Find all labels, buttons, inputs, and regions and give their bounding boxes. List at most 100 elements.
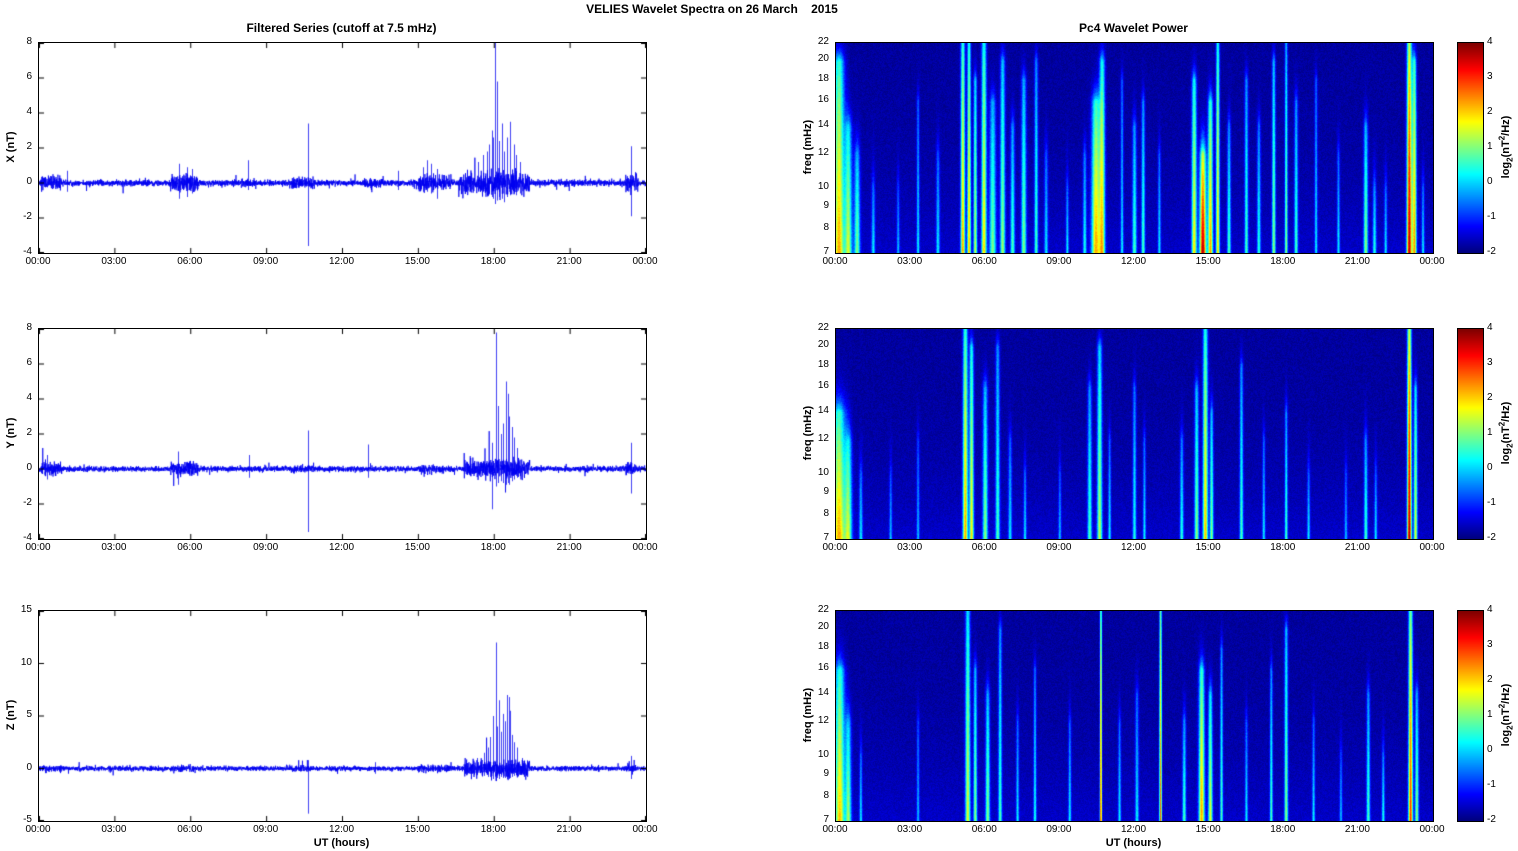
y-tick-label: 8 — [26, 36, 32, 47]
x-tick-label: 03:00 — [101, 256, 127, 267]
freq-tick-label: 9 — [823, 199, 829, 211]
colorbar-label-sup: 2 — [1497, 703, 1507, 709]
colorbar-tick-label: -2 — [1487, 814, 1496, 825]
x-tick-label: 00:00 — [1419, 824, 1445, 835]
colorbar-label-sub: 2 — [1505, 443, 1515, 448]
x-tick-label: 12:00 — [1120, 256, 1147, 267]
y-axis-label-y: Y (nT) — [5, 417, 17, 449]
freq-tick-label: 20 — [817, 621, 829, 633]
colorbar-tick-label: 0 — [1487, 176, 1493, 187]
freq-tick-label: 14 — [817, 686, 829, 698]
colorbar-tick-label: -2 — [1487, 532, 1496, 543]
colorbar-label-text: /Hz) — [1500, 401, 1513, 422]
wavelet-y-spectrogram — [835, 328, 1434, 540]
freq-tick-label: 12 — [817, 433, 829, 445]
x-tick-label: 12:00 — [1120, 824, 1147, 835]
colorbar-tick-label: -1 — [1487, 211, 1496, 222]
x-tick-label: 00:00 — [632, 824, 658, 835]
colorbar-label-text: log — [1500, 729, 1513, 747]
colorbar-tick-label: 2 — [1487, 106, 1493, 117]
colorbar-label-sub: 2 — [1505, 157, 1515, 162]
x-tick-label: 18:00 — [480, 256, 506, 267]
x-tick-label: 03:00 — [897, 542, 923, 553]
colorbar-label-text: (nT — [1500, 426, 1513, 444]
x-tick-label: 09:00 — [1046, 256, 1072, 267]
freq-tick-label: 16 — [817, 662, 829, 674]
x-tick-label: 00:00 — [25, 542, 51, 553]
colorbar-tick-label: 1 — [1487, 427, 1493, 438]
colorbar-tick-label: 4 — [1487, 604, 1493, 615]
x-tick-label: 21:00 — [1344, 542, 1370, 553]
panel-wavelet-z: freq (mHz) log2(nT2/Hz) UT (hours) 00:00… — [802, 605, 1514, 850]
x-tick-label: 06:00 — [971, 542, 997, 553]
colorbar-label-text: /Hz) — [1500, 115, 1513, 136]
colorbar-label-sub: 2 — [1505, 725, 1515, 730]
colorbar-tick-label: 3 — [1487, 639, 1493, 650]
x-tick-label: 00:00 — [1419, 256, 1445, 267]
x-tick-label: 12:00 — [328, 824, 355, 835]
y-tick-label: -4 — [23, 532, 32, 543]
freq-tick-label: 22 — [817, 322, 829, 333]
x-tick-label: 00:00 — [822, 256, 848, 267]
x-tick-label: 00:00 — [822, 824, 848, 835]
colorbar-label-y: log2(nT2/Hz) — [1498, 402, 1515, 465]
colorbar-tick-label: 3 — [1487, 357, 1493, 368]
colorbar-z — [1457, 610, 1484, 822]
freq-tick-label: 7 — [823, 246, 829, 257]
colorbar-tick-label: -1 — [1487, 497, 1496, 508]
colorbar-label-z: log2(nT2/Hz) — [1498, 684, 1515, 747]
colorbar-label-sup: 2 — [1497, 135, 1507, 141]
colorbar-label-text: log — [1500, 447, 1513, 465]
x-tick-label: 00:00 — [632, 542, 658, 553]
colorbar-y — [1457, 328, 1484, 540]
freq-tick-label: 16 — [817, 94, 829, 106]
y-tick-label: 4 — [26, 106, 32, 117]
x-tick-label: 00:00 — [632, 256, 658, 267]
x-axis-label-right: UT (hours) — [1105, 837, 1162, 849]
colorbar-tick-label: 2 — [1487, 674, 1493, 685]
freq-tick-label: 18 — [817, 358, 829, 370]
x-tick-label: 12:00 — [328, 542, 355, 553]
x-tick-label: 06:00 — [177, 542, 203, 553]
x-tick-label: 00:00 — [25, 824, 51, 835]
colorbar-tick-label: 4 — [1487, 322, 1493, 333]
x-tick-label: 09:00 — [1046, 542, 1072, 553]
right-column-title: Pc4 Wavelet Power — [1079, 21, 1188, 35]
freq-tick-label: 16 — [817, 380, 829, 392]
colorbar-tick-label: 3 — [1487, 71, 1493, 82]
y-tick-label: 15 — [20, 604, 32, 615]
x-axis-label-left: UT (hours) — [313, 837, 370, 849]
colorbar-tick-label: -2 — [1487, 246, 1496, 257]
y-tick-label: -2 — [23, 211, 32, 222]
colorbar-tick-label: 4 — [1487, 36, 1493, 47]
colorbar-label-text: (nT — [1500, 140, 1513, 158]
left-column-title: Filtered Series (cutoff at 7.5 mHz) — [246, 21, 437, 35]
x-tick-label: 03:00 — [101, 824, 127, 835]
y-tick-label: 8 — [26, 322, 32, 333]
freq-tick-label: 12 — [817, 147, 829, 159]
x-tick-label: 03:00 — [101, 542, 127, 553]
freq-axis-label-y: freq (mHz) — [802, 405, 814, 461]
x-tick-label: 00:00 — [1419, 542, 1445, 553]
x-tick-label: 15:00 — [404, 542, 430, 553]
freq-tick-label: 20 — [817, 339, 829, 351]
freq-tick-label: 7 — [823, 814, 829, 825]
freq-tick-label: 18 — [817, 72, 829, 84]
freq-axis-label-x: freq (mHz) — [802, 119, 814, 175]
x-tick-label: 18:00 — [1270, 542, 1296, 553]
y-tick-label: 0 — [26, 761, 32, 773]
panel-timeseries-y: Y (nT) 00:00 03:00 06:00 09:00 12:00 15:00 18:… — [5, 323, 658, 553]
x-tick-label: 06:00 — [177, 256, 203, 267]
x-tick-label: 09:00 — [253, 256, 279, 267]
x-tick-label: 18:00 — [480, 824, 506, 835]
x-tick-label: 03:00 — [897, 824, 923, 835]
panel-wavelet-x: Pc4 Wavelet Power freq (mHz) log2(nT2/Hz… — [802, 21, 1514, 267]
freq-tick-label: 10 — [817, 180, 829, 192]
colorbar-tick-label: 2 — [1487, 392, 1493, 403]
colorbar-tick-label: 1 — [1487, 141, 1493, 152]
freq-tick-label: 9 — [823, 485, 829, 497]
colorbar-label-text: (nT — [1500, 708, 1513, 726]
y-tick-label: -4 — [23, 246, 32, 257]
x-tick-label: 06:00 — [971, 256, 997, 267]
colorbar-label-text: log — [1500, 161, 1513, 179]
